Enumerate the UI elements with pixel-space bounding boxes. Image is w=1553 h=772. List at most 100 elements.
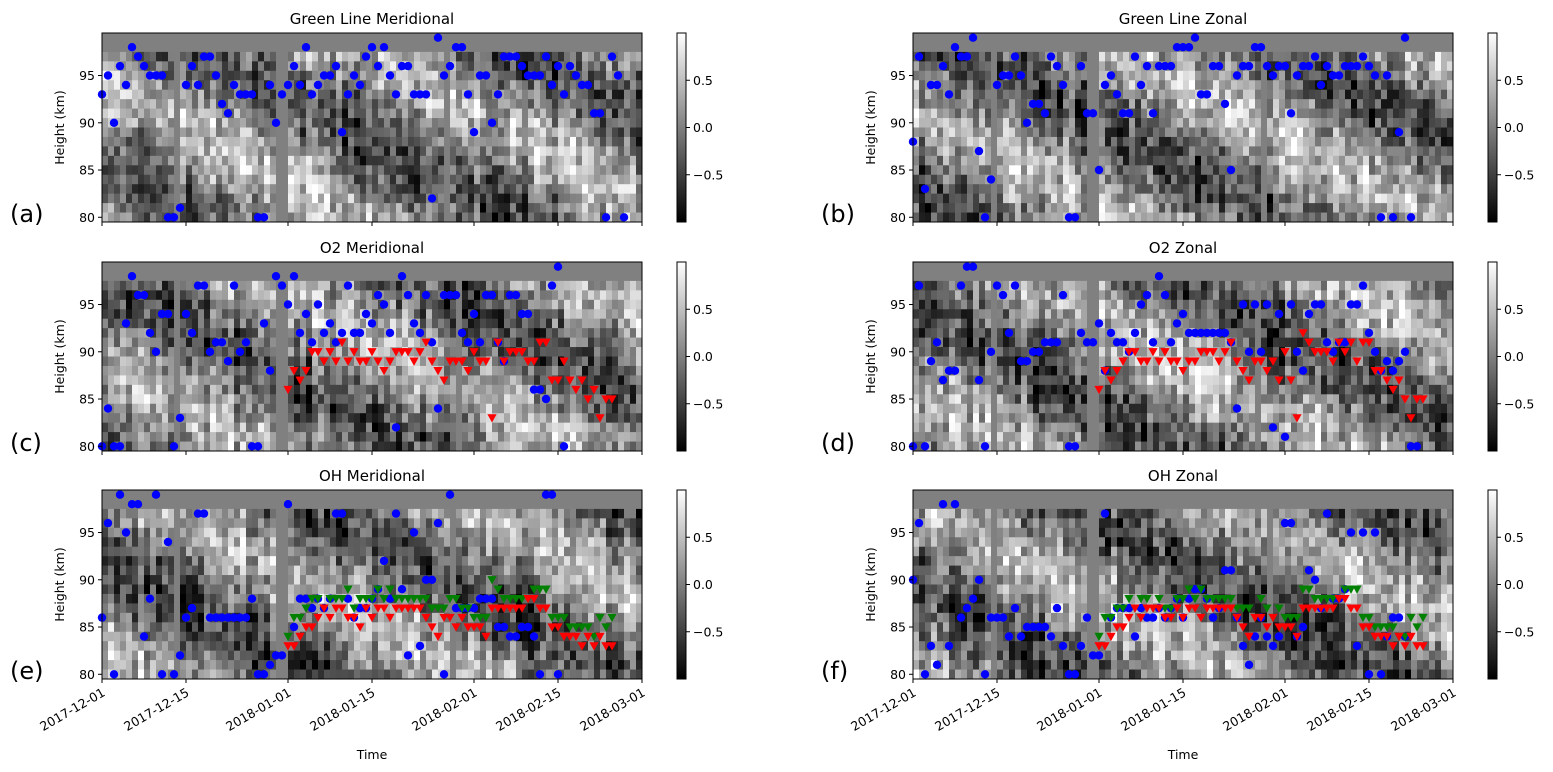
heatmap-cell [108,337,115,348]
heatmap-cell [1117,127,1124,138]
heatmap-cell [336,89,343,100]
heatmap-cell [955,203,962,213]
heatmap-cell [606,108,613,119]
heatmap-cell [1279,108,1286,119]
heatmap-cell [444,422,451,433]
heatmap-cell [228,89,235,100]
heatmap-cell [1303,99,1310,109]
heatmap-cell [564,184,571,195]
heatmap-cell [612,108,619,119]
heatmap-cell [943,212,950,223]
heatmap-cell [126,356,133,367]
heatmap-cell [570,203,577,213]
heatmap-cell [438,441,445,452]
blue-circle-point [361,52,371,61]
heatmap-cell [931,89,938,100]
heatmap-cell [240,118,247,128]
heatmap-cell [420,384,427,395]
heatmap-cell [378,403,385,414]
heatmap-cell [228,413,235,424]
heatmap-cell [414,394,421,405]
heatmap-cell [1141,108,1148,119]
heatmap-cell [1147,165,1154,176]
heatmap-cell [1021,33,1028,43]
heatmap-cell [276,384,283,395]
heatmap-cell [1021,212,1028,223]
heatmap-cell [1141,118,1148,128]
heatmap-cell [540,136,547,147]
heatmap-cell [426,33,433,43]
heatmap-cell [1141,33,1148,43]
heatmap-cell [1339,212,1346,223]
heatmap-cell [1183,127,1190,138]
heatmap-cell [1351,193,1358,204]
heatmap-cell [1081,136,1088,147]
heatmap-cell [1201,212,1208,223]
heatmap-cell [1261,193,1268,204]
heatmap-cell [516,203,523,213]
heatmap-cell [1297,108,1304,119]
heatmap-cell [372,108,379,119]
heatmap-cell [444,432,451,442]
heatmap-cell [408,118,415,128]
heatmap-cell [378,165,385,176]
blue-circle-point [379,43,389,52]
heatmap-cell [925,33,932,43]
heatmap-cell [330,422,337,433]
heatmap-cell [336,99,343,109]
heatmap-cell [1429,155,1436,166]
heatmap-cell [1393,89,1400,100]
blue-circle-point [397,61,407,71]
heatmap-cell [1033,33,1040,43]
heatmap-cell [312,309,319,320]
heatmap-cell [138,70,145,81]
heatmap-cell [408,271,415,282]
heatmap-cell [1033,212,1040,223]
heatmap-cell [444,309,451,320]
heatmap-cell [1207,51,1214,62]
heatmap-cell [612,165,619,176]
heatmap-cell [210,212,217,223]
heatmap-cell [198,394,205,405]
heatmap-cell [588,118,595,128]
heatmap-cell [402,432,409,442]
heatmap-cell [937,212,944,223]
blue-circle-point [547,80,557,90]
heatmap-cell [408,441,415,452]
heatmap-cell [1417,33,1424,43]
heatmap-cell [1039,212,1046,223]
heatmap-cell [420,146,427,157]
heatmap-cell [318,174,325,185]
heatmap-cell [210,365,217,376]
heatmap-cell [919,61,926,72]
heatmap-cell [264,337,271,348]
heatmap-cell [1039,174,1046,185]
heatmap-cell [1237,146,1244,157]
heatmap-cell [1309,146,1316,157]
heatmap-cell [1159,42,1166,53]
heatmap-cell [240,127,247,138]
heatmap-cell [1213,193,1220,204]
heatmap-cell [498,155,505,166]
heatmap-cell [612,61,619,72]
heatmap-cell [444,347,451,357]
heatmap-cell [1381,42,1388,53]
heatmap-cell [240,280,247,291]
heatmap-cell [138,375,145,386]
heatmap-cell [1219,118,1226,128]
heatmap-cell [1033,174,1040,185]
heatmap-cell [919,136,926,147]
heatmap-cell [426,432,433,442]
heatmap-cell [925,70,932,81]
heatmap-cell [1057,136,1064,147]
heatmap-cell [1249,136,1256,147]
heatmap-cell [246,309,253,320]
heatmap-cell [1225,70,1232,81]
heatmap-cell [402,441,409,452]
heatmap-cell [1159,165,1166,176]
blue-circle-point [1376,213,1386,222]
heatmap-cell [240,136,247,147]
heatmap-cell [1057,184,1064,195]
heatmap-cell [1135,99,1142,109]
heatmap-cell [318,193,325,204]
